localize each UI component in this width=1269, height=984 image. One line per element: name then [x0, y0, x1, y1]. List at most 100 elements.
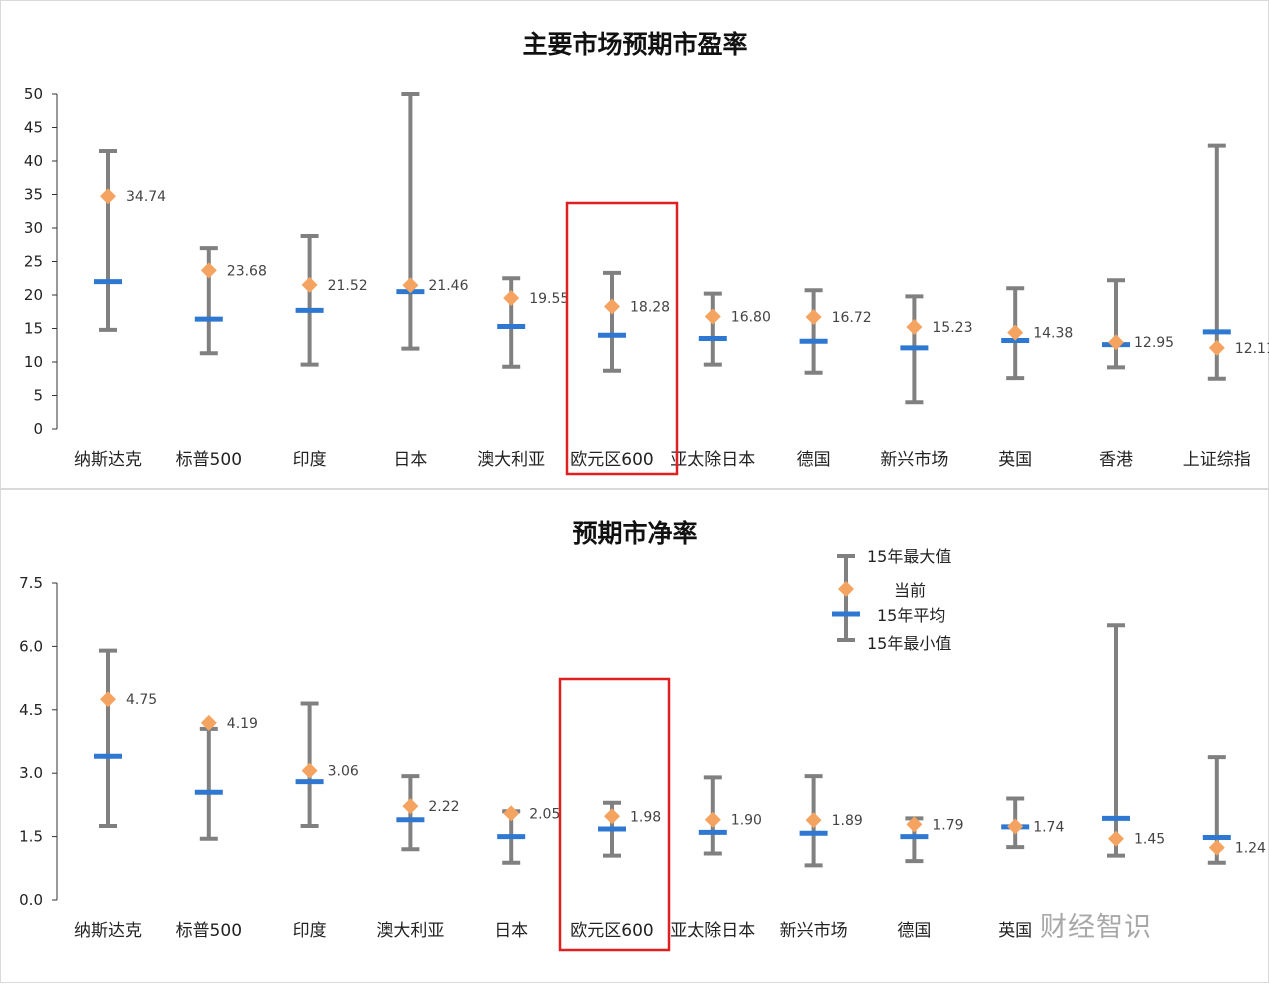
- current-marker: [1007, 818, 1024, 835]
- data-label: 15.23: [932, 320, 972, 336]
- category-label: 印度: [293, 921, 327, 941]
- category-label: 德国: [797, 450, 831, 470]
- category-label: 欧元区600: [570, 921, 653, 941]
- data-label: 14.38: [1033, 326, 1073, 342]
- current-marker: [604, 808, 620, 825]
- data-label: 34.74: [126, 189, 166, 205]
- data-label: 16.72: [832, 310, 872, 326]
- highlight-box: [558, 677, 671, 952]
- current-marker: [704, 308, 721, 325]
- legend-min-label: 15年最小值: [867, 634, 951, 653]
- data-label: 21.52: [328, 278, 368, 294]
- current-marker: [402, 277, 419, 294]
- current-marker: [100, 188, 116, 205]
- current-marker: [906, 318, 923, 335]
- category-label: 亚太除日本: [670, 921, 755, 941]
- data-label: 1.98: [630, 809, 661, 825]
- category-label: 日本: [393, 450, 427, 470]
- legend-max-label: 15年最大值: [867, 547, 951, 566]
- current-marker: [1108, 334, 1124, 351]
- category-label: 欧元区600: [570, 450, 653, 470]
- category-label: 标普500: [176, 450, 242, 470]
- data-label: 4.75: [126, 692, 157, 708]
- current-marker: [704, 811, 721, 828]
- category-label: 澳大利亚: [376, 921, 444, 941]
- data-label: 1.90: [731, 813, 762, 829]
- current-marker: [301, 762, 318, 779]
- current-marker: [805, 308, 822, 325]
- data-label: 1.45: [1134, 832, 1165, 848]
- category-label: 日本: [494, 921, 528, 941]
- category-label: 香港: [1099, 450, 1133, 470]
- data-label: 1.89: [832, 813, 863, 829]
- data-label: 1.79: [932, 817, 963, 833]
- y-tick-label: 0.0: [19, 891, 43, 909]
- current-marker: [200, 262, 217, 279]
- category-label: 英国: [998, 921, 1032, 941]
- y-tick-label: 7.5: [19, 574, 43, 592]
- current-marker: [301, 276, 318, 293]
- data-label: 2.05: [529, 806, 560, 822]
- current-marker: [1208, 339, 1225, 356]
- y-tick-label: 20: [24, 286, 43, 304]
- data-label: 21.46: [428, 278, 468, 294]
- pb-chart-panel: 预期市净率 0.0 1.5 3.0 4.5 6.0 7.5 4.75 纳斯达克 4.19 标普500…: [0, 489, 1269, 983]
- category-label: 英国: [998, 450, 1032, 470]
- current-marker: [604, 298, 620, 315]
- current-marker: [1108, 830, 1124, 847]
- category-label: 纳斯达克: [74, 921, 142, 941]
- legend-avg-label: 15年平均: [877, 606, 945, 625]
- y-tick-label: 0: [33, 420, 43, 438]
- category-label: 印度: [293, 450, 327, 470]
- y-tick-label: 15: [24, 320, 43, 338]
- y-tick-label: 30: [24, 219, 43, 237]
- y-tick-label: 1.5: [19, 828, 43, 846]
- current-marker: [503, 805, 520, 822]
- category-label: 标普500: [176, 921, 242, 941]
- y-tick-label: 6.0: [19, 637, 43, 655]
- category-label: 澳大利亚: [477, 450, 545, 470]
- pe-chart-panel: 主要市场预期市盈率 0 5 10 15 20 25 30 35 40 45 50 34.74 纳斯达克 23…: [0, 0, 1269, 489]
- category-label: 纳斯达克: [74, 450, 142, 470]
- current-marker: [100, 691, 116, 708]
- y-tick-label: 3.0: [19, 764, 43, 782]
- data-label: 1.74: [1033, 819, 1064, 835]
- current-marker: [805, 812, 822, 829]
- current-marker: [402, 798, 419, 815]
- data-label: 12.95: [1134, 335, 1174, 351]
- current-marker: [200, 714, 217, 731]
- legend-current-label: 当前: [894, 581, 926, 600]
- category-label: 新兴市场: [780, 921, 848, 941]
- category-label: 新兴市场: [880, 450, 948, 470]
- data-label: 1.24: [1235, 841, 1266, 857]
- data-label: 12.11: [1235, 341, 1269, 357]
- current-marker: [1007, 324, 1024, 341]
- current-marker: [1208, 839, 1225, 856]
- y-tick-label: 4.5: [19, 701, 43, 719]
- chart-title: 预期市净率: [572, 519, 697, 548]
- data-label: 19.55: [529, 291, 569, 307]
- y-tick-label: 50: [24, 85, 43, 103]
- current-marker: [906, 816, 923, 833]
- category-label: 德国: [897, 921, 931, 941]
- y-tick-label: 35: [24, 186, 43, 204]
- y-tick-label: 5: [33, 387, 43, 405]
- data-label: 18.28: [630, 300, 670, 316]
- y-tick-label: 10: [24, 353, 43, 371]
- watermark-logo: 财经智识: [1040, 912, 1152, 943]
- category-label: 上证综指: [1183, 450, 1251, 470]
- data-label: 3.06: [328, 764, 359, 780]
- data-label: 4.19: [227, 716, 258, 732]
- y-tick-label: 40: [24, 152, 43, 170]
- legend-current-marker: [838, 581, 854, 597]
- chart-title: 主要市场预期市盈率: [522, 30, 747, 59]
- y-tick-label: 45: [24, 119, 43, 137]
- data-label: 16.80: [731, 309, 771, 325]
- category-label: 亚太除日本: [670, 450, 755, 470]
- y-tick-label: 25: [24, 253, 43, 271]
- current-marker: [503, 290, 520, 307]
- data-label: 2.22: [428, 799, 459, 815]
- data-label: 23.68: [227, 263, 267, 279]
- pb-chart: 预期市净率 0.0 1.5 3.0 4.5 6.0 7.5 4.75 纳斯达克 4.19 标普500…: [19, 519, 1266, 952]
- pe-chart: 主要市场预期市盈率 0 5 10 15 20 25 30 35 40 45 50 34.74 纳斯达克 23…: [24, 30, 1269, 476]
